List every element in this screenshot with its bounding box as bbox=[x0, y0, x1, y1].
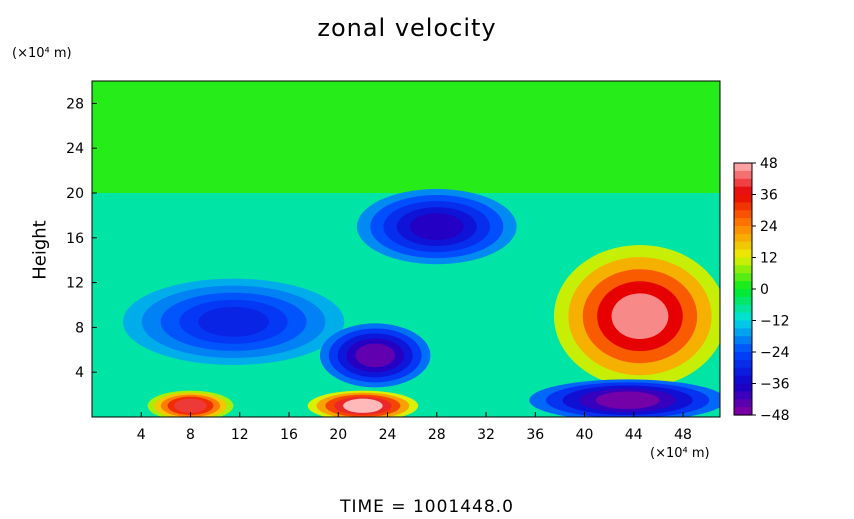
colorbar-segment-26 bbox=[734, 367, 752, 377]
x-tick-label-20: 20 bbox=[329, 427, 347, 443]
field-region-upper-layer bbox=[92, 81, 720, 193]
field-layer bbox=[92, 81, 720, 417]
colorbar-label--12: −12 bbox=[760, 314, 790, 330]
x-tick-label-24: 24 bbox=[379, 427, 397, 443]
x-tick-label-36: 36 bbox=[526, 427, 544, 443]
colorbar-segment-11 bbox=[734, 249, 752, 259]
x-tick-label-12: 12 bbox=[231, 427, 249, 443]
colorbar-label-36: 36 bbox=[760, 188, 778, 204]
colorbar: 48 36 24 12 0 −12 −24 −36 −48 bbox=[733, 156, 790, 424]
chart-title: zonal velocity bbox=[317, 14, 497, 42]
colorbar-segment-27 bbox=[734, 375, 752, 385]
x-tick-label-44: 44 bbox=[625, 427, 643, 443]
colorbar-label-0: 0 bbox=[760, 282, 769, 298]
colorbar-label--48: −48 bbox=[760, 408, 790, 424]
colorbar-segment-14 bbox=[734, 273, 752, 282]
field-region-surface-westerly-6-layer-4 bbox=[174, 398, 207, 413]
colorbar-segment-28 bbox=[734, 383, 752, 392]
plot-frame bbox=[91, 80, 721, 418]
colorbar-segment-12 bbox=[734, 257, 752, 266]
colorbar-segment-3 bbox=[734, 186, 752, 196]
colorbar-segment-30 bbox=[734, 399, 752, 408]
colorbar-segment-18 bbox=[734, 304, 752, 314]
time-label: TIME = 1001448.0 bbox=[340, 497, 514, 517]
field-region-easterly-band-2-layer-4 bbox=[198, 306, 269, 337]
colorbar-segment-1 bbox=[734, 170, 752, 180]
y-tick-label-28: 28 bbox=[66, 96, 84, 112]
colorbar-segment-15 bbox=[734, 281, 752, 290]
colorbar-segment-19 bbox=[734, 312, 752, 322]
x-tick-label-48: 48 bbox=[674, 427, 692, 443]
field-region-easterly-core-3-layer-4 bbox=[355, 343, 396, 368]
y-axis-unit: (×10⁴ m) bbox=[12, 46, 72, 61]
colorbar-segment-29 bbox=[734, 391, 752, 400]
y-tick-label-12: 12 bbox=[66, 276, 84, 292]
y-tick-label-4: 4 bbox=[75, 365, 84, 381]
velocity-field bbox=[92, 81, 720, 417]
colorbar-segment-21 bbox=[734, 328, 752, 337]
colorbar-label-12: 12 bbox=[760, 251, 778, 267]
colorbar-label-48: 48 bbox=[760, 156, 778, 172]
y-tick-label-20: 20 bbox=[66, 186, 84, 202]
y-tick-label-16: 16 bbox=[66, 231, 84, 247]
x-tick-label-32: 32 bbox=[477, 427, 495, 443]
colorbar-segment-24 bbox=[734, 352, 752, 361]
field-region-upper-easterly-4-layer-4 bbox=[410, 213, 464, 241]
colorbar-segment-6 bbox=[734, 210, 752, 219]
colorbar-segment-23 bbox=[734, 344, 752, 353]
colorbar-label--24: −24 bbox=[760, 345, 790, 361]
colorbar-segment-25 bbox=[734, 359, 752, 369]
x-tick-label-28: 28 bbox=[428, 427, 446, 443]
field-region-jet-1-layer-4 bbox=[611, 293, 669, 340]
x-tick-label-4: 4 bbox=[137, 427, 146, 443]
y-axis: 4 8 12 16 20 24 28 bbox=[66, 96, 97, 381]
colorbar-segment-10 bbox=[734, 241, 752, 251]
colorbar-segment-9 bbox=[734, 233, 752, 243]
colorbar-segment-0 bbox=[734, 163, 752, 172]
y-tick-label-8: 8 bbox=[75, 320, 84, 336]
colorbar-segment-16 bbox=[734, 289, 752, 298]
x-axis-unit: (×10⁴ m) bbox=[650, 446, 710, 461]
colorbar-label-24: 24 bbox=[760, 219, 778, 235]
colorbar-segment-20 bbox=[734, 320, 752, 329]
colorbar-label--36: −36 bbox=[760, 377, 790, 393]
x-axis: 4 8 12 16 20 24 28 32 36 40 44 48 bbox=[137, 412, 692, 443]
colorbar-segment-7 bbox=[734, 218, 752, 227]
x-tick-label-8: 8 bbox=[186, 427, 195, 443]
colorbar-segment-22 bbox=[734, 336, 752, 345]
colorbar-segment-2 bbox=[734, 178, 752, 188]
colorbar-segment-31 bbox=[734, 407, 752, 416]
field-region-surface-easterly-7-layer-4 bbox=[595, 391, 660, 409]
colorbar-segment-8 bbox=[734, 226, 752, 235]
colorbar-segment-17 bbox=[734, 296, 752, 306]
colorbar-segment-13 bbox=[734, 265, 752, 274]
colorbar-segment-5 bbox=[734, 202, 752, 211]
field-region-surface-westerly-5-layer-4 bbox=[343, 398, 383, 413]
colorbar-segment-4 bbox=[734, 194, 752, 203]
y-tick-label-24: 24 bbox=[66, 141, 84, 157]
x-tick-label-16: 16 bbox=[280, 427, 298, 443]
x-tick-label-40: 40 bbox=[576, 427, 594, 443]
